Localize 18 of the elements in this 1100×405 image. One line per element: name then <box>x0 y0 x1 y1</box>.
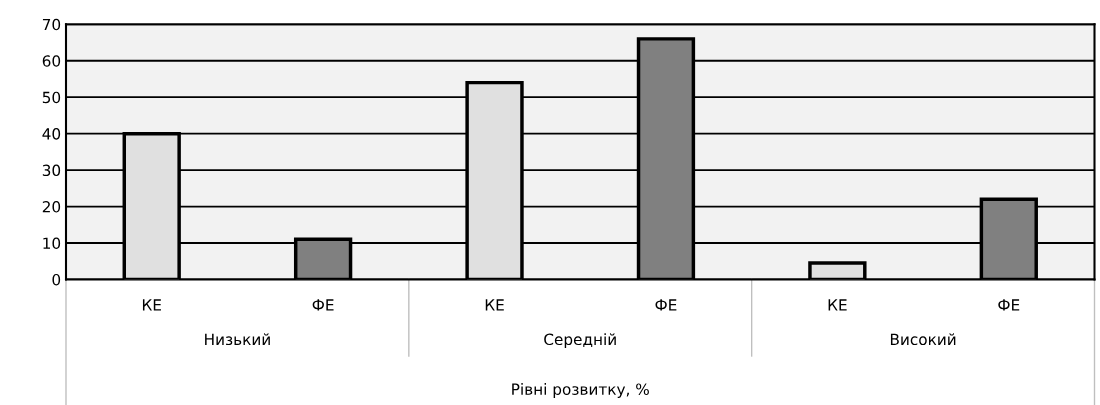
text: Низький <box>205 333 270 346</box>
text: Високий <box>890 333 956 346</box>
x-tick-label: КЕ <box>142 299 161 311</box>
x-tick-label: КЕ <box>828 299 847 311</box>
y-tick-label: 60 <box>42 55 61 67</box>
y-tick-label: 50 <box>42 91 61 104</box>
x-tick-label: ФЕ <box>998 299 1020 311</box>
y-tick-label: 20 <box>42 201 61 213</box>
y-tick-label: 0 <box>52 273 61 286</box>
y-tick-label: 40 <box>42 128 61 140</box>
text: Середній <box>544 333 616 349</box>
x-tick-label: ФЕ <box>655 299 677 311</box>
y-tick-label: 10 <box>43 237 61 250</box>
y-tick-label: 30 <box>42 164 61 177</box>
x-tick-label: ФЕ <box>312 299 334 311</box>
y-tick-label: 70 <box>42 18 61 31</box>
x-tick-label: КЕ <box>485 299 504 311</box>
x-axis-title: Рівні розвитку, % <box>512 383 649 398</box>
